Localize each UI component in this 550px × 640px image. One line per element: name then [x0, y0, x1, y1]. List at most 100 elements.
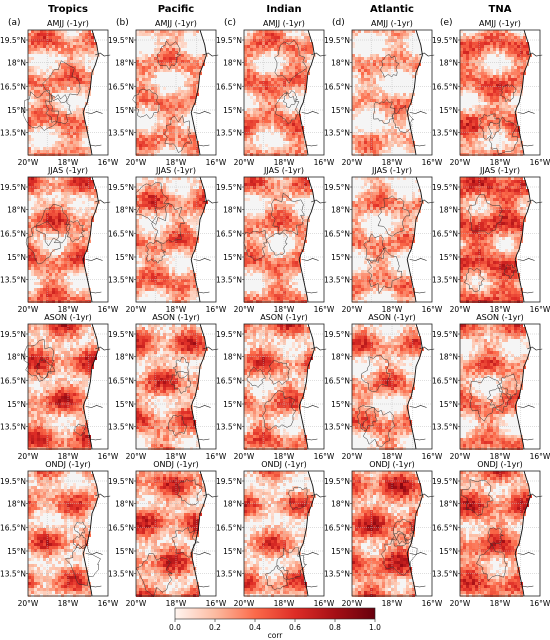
season-label: JJAS (-1yr) [263, 166, 304, 175]
map-panel: ASON (-1yr) 19.5°N 18°N 16.5°N 15°N 13.5°N 20°… [216, 313, 335, 461]
colorbar-tick-label: 0.2 [209, 623, 221, 632]
significance-contour [22, 60, 81, 131]
season-label: ONDJ (-1yr) [477, 460, 523, 469]
lat-tick-label: 18°N [331, 500, 350, 509]
lat-tick-label: 18°N [7, 353, 26, 362]
lon-tick-label: 18°W [274, 452, 295, 461]
season-label: AMJJ (-1yr) [479, 19, 521, 28]
correlation-cells [244, 471, 316, 597]
lat-tick-label: 16.5°N [108, 229, 134, 238]
lat-tick-label: 16.5°N [432, 229, 458, 238]
lat-tick-label: 16.5°N [0, 82, 26, 91]
lon-tick-label: 16°W [530, 305, 550, 314]
season-label: JJAS (-1yr) [47, 166, 88, 175]
lon-tick-label: 18°W [382, 452, 403, 461]
lat-tick-label: 15°N [439, 253, 458, 262]
lat-tick-label: 18°N [115, 353, 134, 362]
lat-tick-label: 19.5°N [0, 330, 26, 339]
correlation-cells [28, 30, 100, 156]
lat-tick-label: 18°N [7, 500, 26, 509]
correlation-cells [460, 177, 532, 303]
coastline [82, 323, 99, 450]
coastline [190, 323, 207, 450]
map-panel: ONDJ (-1yr) 19.5°N 18°N 16.5°N 15°N 13.5°N 20°… [108, 460, 227, 608]
lat-tick-label: 15°N [7, 106, 26, 115]
lat-tick-label: 19.5°N [0, 183, 26, 192]
lat-tick-label: 16.5°N [216, 523, 242, 532]
lon-tick-label: 20°W [18, 305, 39, 314]
grid-lines [460, 30, 540, 155]
significance-contour [478, 84, 518, 155]
lat-tick-label: 18°N [223, 206, 242, 215]
lat-tick-label: 15°N [439, 400, 458, 409]
season-label: AMJJ (-1yr) [263, 19, 305, 28]
significance-contour [23, 339, 86, 437]
colorbar-tick-label: 1.0 [369, 623, 381, 632]
significance-contour [246, 360, 297, 431]
colorbar-tick-label: 0.8 [329, 623, 341, 632]
significance-contour [274, 39, 308, 124]
lat-tick-label: 15°N [331, 400, 350, 409]
season-label: ONDJ (-1yr) [153, 460, 199, 469]
map-panel: AMJJ (-1yr) 19.5°N 18°N 16.5°N 15°N 13.5°N 20°… [0, 19, 119, 167]
lat-tick-label: 13.5°N [324, 276, 350, 285]
lon-tick-label: 16°W [98, 452, 119, 461]
lat-tick-label: 16.5°N [108, 523, 134, 532]
lat-tick-label: 16.5°N [108, 82, 134, 91]
grid-lines [460, 471, 540, 596]
map-panel: ONDJ (-1yr) 19.5°N 18°N 16.5°N 15°N 13.5°N 20°… [0, 460, 119, 608]
lat-tick-label: 13.5°N [324, 129, 350, 138]
lat-tick-label: 13.5°N [432, 570, 458, 579]
lat-tick-label: 13.5°N [0, 276, 26, 285]
lon-tick-label: 20°W [234, 305, 255, 314]
lat-tick-label: 13.5°N [216, 129, 242, 138]
map-panel: AMJJ (-1yr) 19.5°N 18°N 16.5°N 15°N 13.5°N 20°… [108, 19, 227, 167]
significance-contour [135, 479, 203, 598]
lat-tick-label: 19.5°N [216, 477, 242, 486]
map-panel: ONDJ (-1yr) 19.5°N 18°N 16.5°N 15°N 13.5°N 20°… [324, 460, 443, 608]
lon-tick-label: 18°W [166, 305, 187, 314]
lon-tick-label: 18°W [166, 452, 187, 461]
lat-tick-label: 19.5°N [432, 183, 458, 192]
map-panel: ASON (-1yr) 19.5°N 18°N 16.5°N 15°N 13.5°N 20°… [108, 313, 227, 461]
significance-contour [168, 356, 192, 437]
lon-tick-label: 20°W [126, 305, 147, 314]
significance-contour [132, 40, 193, 154]
map-panel: JJAS (-1yr) 19.5°N 18°N 16.5°N 15°N 13.5°N 20°… [432, 166, 550, 314]
lat-tick-label: 15°N [331, 547, 350, 556]
lon-tick-label: 16°W [422, 599, 443, 608]
lon-tick-label: 20°W [342, 305, 363, 314]
lon-tick-label: 18°W [382, 158, 403, 167]
lat-tick-label: 16.5°N [432, 82, 458, 91]
lat-tick-label: 19.5°N [324, 183, 350, 192]
coastline [406, 176, 423, 303]
map-panel: AMJJ (-1yr) 19.5°N 18°N 16.5°N 15°N 13.5°N 20°… [432, 19, 550, 167]
coastline [298, 29, 315, 156]
lon-tick-label: 18°W [166, 599, 187, 608]
lon-tick-label: 16°W [314, 158, 335, 167]
lat-tick-label: 15°N [7, 547, 26, 556]
grid-lines [136, 30, 216, 155]
lat-tick-label: 19.5°N [324, 36, 350, 45]
significance-contour [469, 373, 518, 422]
correlation-cells [28, 471, 100, 597]
lat-tick-label: 13.5°N [216, 570, 242, 579]
colorbar-tick-label: 0.4 [249, 623, 261, 632]
lon-tick-label: 20°W [126, 158, 147, 167]
lat-tick-label: 15°N [331, 106, 350, 115]
lon-tick-label: 16°W [530, 452, 550, 461]
correlation-cells [136, 177, 208, 303]
lat-tick-label: 18°N [331, 206, 350, 215]
lat-tick-label: 13.5°N [216, 423, 242, 432]
season-label: ONDJ (-1yr) [261, 460, 307, 469]
correlation-cells [460, 471, 532, 597]
lat-tick-label: 18°N [331, 353, 350, 362]
lat-tick-label: 16.5°N [0, 523, 26, 532]
grid-lines [244, 177, 324, 302]
coastline [190, 29, 207, 156]
lon-tick-label: 18°W [58, 599, 79, 608]
lat-tick-label: 16.5°N [0, 376, 26, 385]
significance-contour [373, 54, 415, 134]
lon-tick-label: 16°W [206, 158, 227, 167]
correlation-cells [244, 324, 316, 450]
